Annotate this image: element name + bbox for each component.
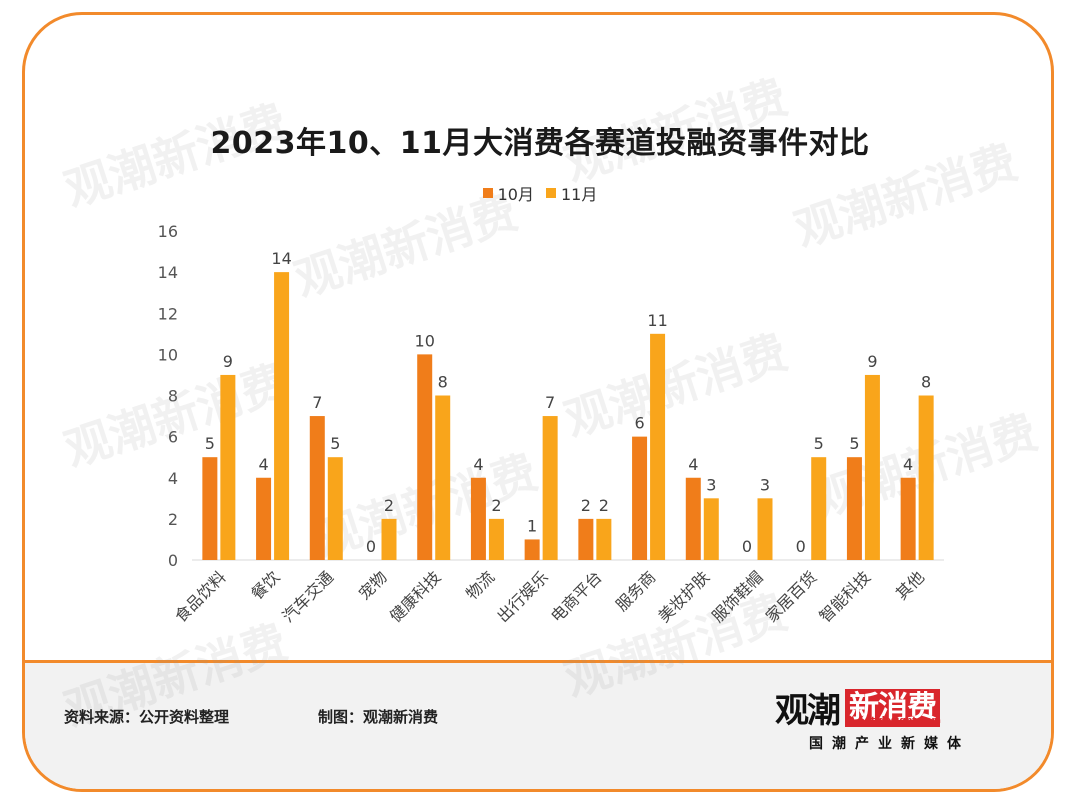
x-tick-label: 服饰鞋帽 [708, 567, 767, 626]
data-label: 4 [473, 455, 483, 474]
legend-swatch-nov [546, 188, 556, 198]
bar-oct [309, 416, 325, 560]
logo-box: 新消费 [845, 688, 940, 727]
y-tick-label: 0 [168, 551, 178, 570]
y-tick-label: 12 [158, 304, 178, 323]
source-note: 资料来源：公开资料整理 [64, 708, 230, 726]
x-tick-label: 美妆护肤 [654, 567, 713, 626]
logo-site: tidesight.com [871, 716, 941, 726]
data-label: 11 [647, 311, 667, 330]
data-label: 6 [634, 414, 644, 433]
maker-note: 制图：观潮新消费 [318, 708, 439, 726]
data-label: 5 [205, 434, 215, 453]
bar-oct [202, 457, 218, 560]
bar-nov [381, 518, 397, 560]
data-label: 3 [706, 475, 716, 494]
logo-main: 观潮 新消费 [775, 683, 940, 732]
bar-nov [650, 333, 666, 560]
data-label: 4 [903, 455, 913, 474]
y-tick-label: 4 [168, 469, 178, 488]
x-tick-label: 物流 [462, 567, 498, 603]
data-label: 5 [814, 434, 824, 453]
logo-tagline: 国潮产业新媒体 [809, 736, 970, 752]
x-tick-label: 食品饮料 [171, 567, 230, 626]
bar-oct [846, 457, 862, 560]
x-tick-label: 餐饮 [247, 567, 283, 603]
data-label: 2 [491, 496, 501, 515]
bar-nov [327, 457, 343, 560]
bar-nov [703, 498, 719, 560]
y-tick-label: 6 [168, 428, 178, 447]
data-label: 3 [760, 475, 770, 494]
data-label: 2 [384, 496, 394, 515]
x-tick-label: 电商平台 [547, 567, 606, 626]
data-label: 7 [312, 393, 322, 412]
chart-title: 2023年10、11月大消费各赛道投融资事件对比 [210, 126, 870, 161]
data-label: 9 [223, 352, 233, 371]
bar-nov [596, 518, 612, 560]
data-label: 9 [867, 352, 877, 371]
bar-oct [417, 354, 433, 560]
y-tick-label: 14 [158, 263, 178, 282]
bar-nov [864, 374, 880, 560]
bar-nov [220, 374, 236, 560]
y-tick-label: 8 [168, 387, 178, 406]
bar-nov [918, 395, 934, 560]
chart-legend: 10月 11月 [0, 181, 1080, 205]
data-label: 7 [545, 393, 555, 412]
data-label: 2 [599, 496, 609, 515]
x-tick-label: 健康科技 [386, 567, 445, 626]
data-label: 14 [271, 249, 291, 268]
data-label: 0 [796, 537, 806, 556]
bar-oct [524, 539, 540, 560]
data-label: 8 [921, 373, 931, 392]
data-label: 5 [849, 434, 859, 453]
data-label: 5 [330, 434, 340, 453]
x-tick-label: 家居百货 [762, 567, 821, 626]
x-tick-label: 宠物 [355, 567, 391, 603]
bar-nov [542, 416, 558, 560]
data-label: 1 [527, 516, 537, 535]
bar-oct [256, 477, 272, 560]
bar-oct [470, 477, 486, 560]
bar-nov [435, 395, 451, 560]
y-tick-label: 16 [158, 222, 178, 241]
legend-swatch-oct [482, 188, 493, 198]
bar-nov [488, 518, 504, 560]
brand-logo: 观潮 新消费 tidesight.com 国潮产业新媒体 [775, 683, 1000, 753]
legend-item-oct: 10月 [482, 181, 534, 205]
bar-nov [274, 272, 290, 560]
y-tick-label: 10 [158, 345, 178, 364]
bar-oct [900, 477, 916, 560]
data-label: 2 [581, 496, 591, 515]
x-tick-label: 出行娱乐 [493, 567, 552, 626]
bar-nov [811, 457, 827, 560]
data-label: 4 [688, 455, 698, 474]
x-tick-label: 汽车交通 [278, 567, 337, 626]
logo-text: 观潮 [775, 691, 841, 731]
legend-label-oct: 10月 [497, 185, 534, 204]
bar-oct [578, 518, 594, 560]
bar-oct [685, 477, 701, 560]
legend-label-nov: 11月 [561, 185, 598, 204]
bar-nov [757, 498, 773, 560]
x-tick-label: 服务商 [612, 567, 659, 614]
data-label: 0 [366, 537, 376, 556]
data-label: 4 [258, 455, 268, 474]
chart-frame [22, 12, 1054, 792]
data-label: 0 [742, 537, 752, 556]
data-label: 10 [415, 331, 435, 350]
data-label: 8 [438, 373, 448, 392]
y-tick-label: 2 [168, 510, 178, 529]
bar-oct [632, 436, 648, 560]
legend-item-nov: 11月 [546, 181, 597, 205]
x-tick-label: 智能科技 [816, 567, 875, 626]
x-tick-label: 其他 [892, 567, 928, 603]
